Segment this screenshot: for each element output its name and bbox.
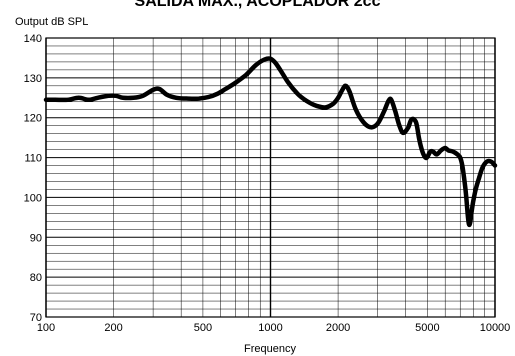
x-tick-label: 500: [194, 322, 212, 334]
x-tick-label: 5000: [415, 322, 439, 334]
y-tick-label: 110: [24, 153, 42, 165]
x-tick-label: 100: [37, 322, 55, 334]
series-layer: [43, 56, 498, 228]
x-tick-labels: 100 200 500 1000 2000 5000 10000: [37, 322, 510, 334]
y-tick-label: 130: [24, 73, 42, 85]
x-tick-label: 10000: [480, 322, 511, 334]
y-tick-label: 120: [24, 113, 42, 125]
series-line: [43, 56, 498, 228]
y-tick-label: 70: [30, 312, 42, 324]
x-tick-label: 1000: [258, 322, 282, 334]
y-tick-label: 140: [24, 33, 42, 45]
y-tick-label: 100: [24, 192, 42, 204]
chart-title: SALIDA MAX., ACOPLADOR 2cc: [135, 0, 381, 10]
y-tick-label: 80: [30, 272, 42, 284]
x-tick-label: 2000: [326, 322, 350, 334]
x-tick-label: 200: [104, 322, 122, 334]
x-axis-label: Frequency: [244, 343, 296, 355]
y-tick-labels: 70 80 90 100 110 120 130 140: [24, 33, 42, 324]
y-tick-label: 90: [30, 232, 42, 244]
y-axis-label: Output dB SPL: [15, 16, 88, 28]
plot-frame: [45, 37, 496, 318]
